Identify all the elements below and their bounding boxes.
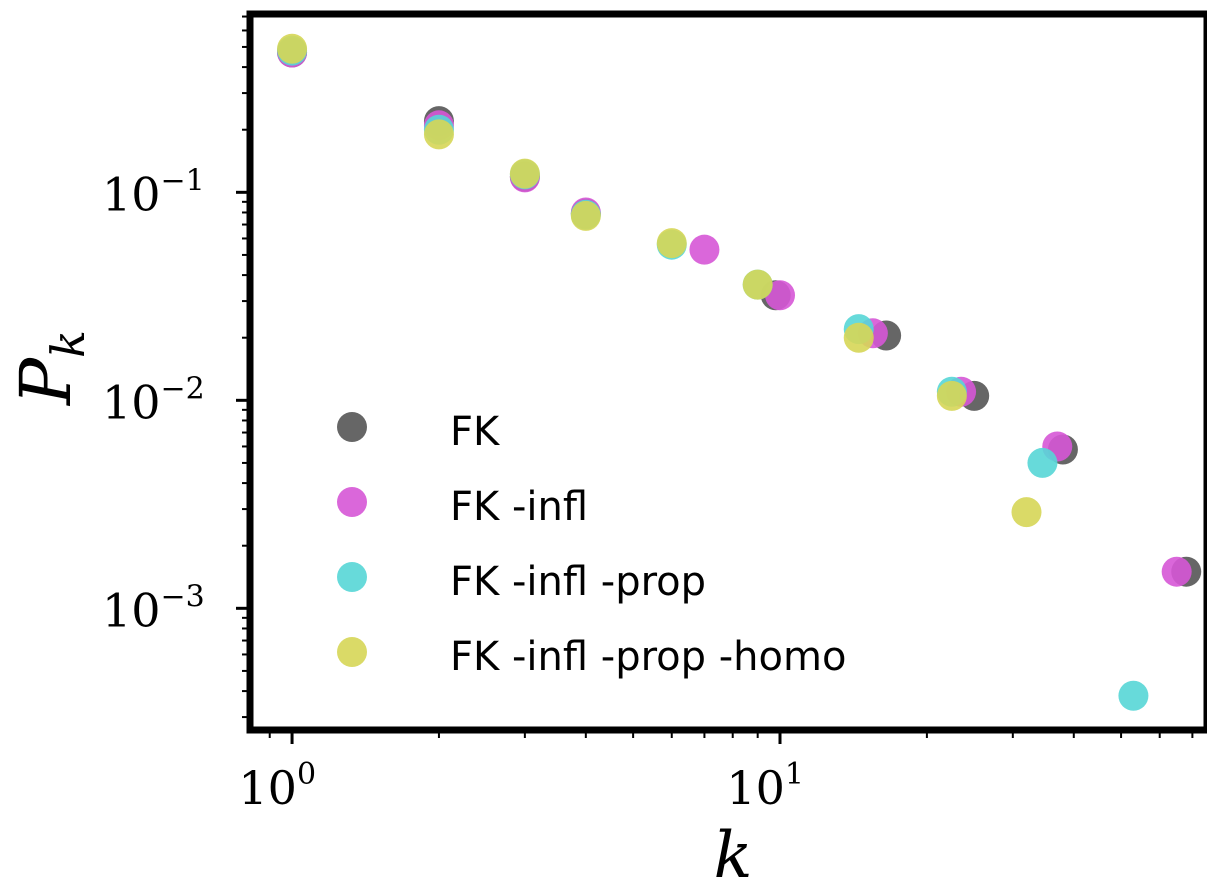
data-point: [570, 200, 601, 231]
data-points: [277, 33, 1202, 711]
series-fk-infl-prop: [277, 35, 1149, 711]
y-tick-label: 10−3: [102, 579, 205, 637]
legend-label: FK -infl -prop -homo: [450, 634, 846, 680]
data-point: [423, 119, 454, 150]
data-point: [656, 228, 687, 259]
x-tick-label: 101: [726, 757, 804, 815]
x-tick-labels: 100 101: [238, 757, 804, 815]
data-point: [689, 234, 720, 265]
data-point: [509, 158, 540, 189]
plot-frame: [246, 10, 1207, 734]
data-point: [1027, 447, 1058, 478]
legend-marker: [337, 412, 367, 442]
legend-marker: [337, 562, 367, 592]
legend-label: FK -infl -prop: [450, 559, 706, 605]
data-point: [1011, 497, 1042, 528]
legend-marker: [337, 637, 367, 667]
y-tick-label: 10−1: [102, 163, 205, 221]
minor-ticks: [242, 15, 1194, 738]
y-tick-label: 10−2: [102, 371, 205, 429]
data-point: [277, 33, 308, 64]
series-fk-infl-prop-homo: [277, 33, 1042, 528]
y-tick-labels: 10−1 10−2 10−3: [102, 163, 205, 637]
legend-label: FK -infl: [450, 484, 588, 530]
legend-marker: [337, 487, 367, 517]
data-point: [936, 380, 967, 411]
y-axis-label: Pk: [5, 330, 95, 407]
x-tick-label: 100: [238, 757, 316, 815]
legend-label: FK: [450, 409, 501, 455]
legend: FK FK -infl FK -infl -prop FK -infl -pro…: [337, 409, 846, 680]
series-fk-infl: [277, 37, 1192, 587]
data-point: [1161, 556, 1192, 587]
data-point: [843, 322, 874, 353]
data-point: [742, 269, 773, 300]
data-point: [1118, 680, 1149, 711]
x-axis-label: k: [714, 819, 753, 884]
series-fk: [277, 37, 1202, 587]
data-point: [765, 280, 796, 311]
